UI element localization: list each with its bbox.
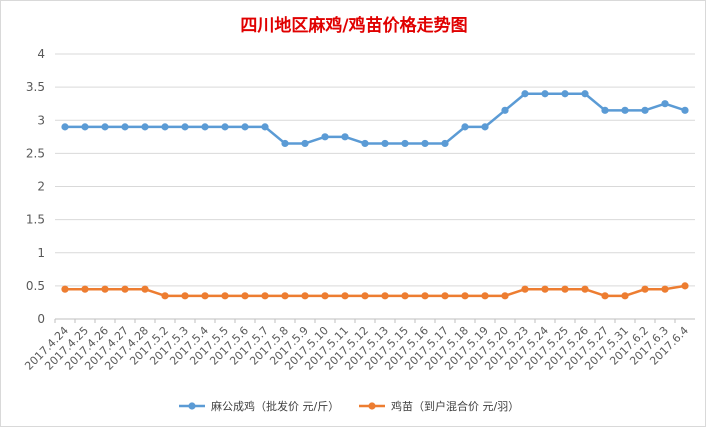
y-tick-label: 4 [37,47,45,61]
legend-marker-2 [368,402,376,410]
data-point [621,292,629,300]
data-point [421,292,429,300]
data-point [101,285,109,293]
legend-label-1: 麻公成鸡（批发价 元/斤） [211,399,339,413]
data-point [501,106,509,114]
data-point [481,123,489,131]
data-point [601,106,609,114]
data-point [421,139,429,148]
data-point [441,292,449,300]
data-point [181,292,189,300]
data-point [381,139,389,148]
x-axis-ticks: 2017.4.242017.4.252017.4.262017.4.272017… [22,324,691,373]
y-tick-label: 3 [37,113,45,127]
data-point [681,106,689,114]
data-point [261,123,269,131]
y-tick-label: 3.5 [26,80,45,94]
data-point [221,123,229,131]
y-tick-label: 2.5 [26,146,45,160]
data-point [461,292,469,300]
data-point [181,123,189,131]
data-point [261,292,269,300]
y-tick-label: 1.5 [26,213,45,227]
data-point [141,123,149,131]
data-point [581,90,589,98]
data-point [301,139,309,148]
data-point [441,139,449,148]
data-point [561,90,569,98]
data-point [281,292,289,300]
data-point [141,285,149,293]
data-point [121,123,129,131]
data-point [161,292,169,300]
y-tick-label: 2 [37,180,45,194]
data-point [481,292,489,300]
data-point [341,133,349,141]
data-point [361,292,369,300]
data-point [641,285,649,293]
data-point [401,139,409,148]
data-point [61,285,69,293]
data-point [521,90,529,98]
data-point [81,123,89,131]
data-point [501,292,509,300]
chart-title: 四川地区麻鸡/鸡苗价格走势图 [240,15,467,36]
data-point [201,292,209,300]
data-point [341,292,349,300]
data-point [321,133,329,141]
data-point [61,123,69,131]
data-point [381,292,389,300]
series-layer [61,90,689,300]
data-point [661,100,669,108]
data-point [81,285,89,293]
y-tick-label: 1 [37,246,45,260]
data-point [361,139,369,148]
data-point [221,292,229,300]
legend-marker-1 [188,402,196,410]
data-point [321,292,329,300]
y-tick-label: 0.5 [26,279,45,293]
data-point [521,285,529,293]
data-point [581,285,589,293]
data-point [541,90,549,98]
data-point [621,106,629,114]
y-axis-ticks: 0 0.5 1 1.5 2 2.5 3 3.5 4 [26,47,45,326]
data-point [661,285,669,293]
data-point [301,292,309,300]
series-line-1 [65,92,686,145]
data-point [561,285,569,293]
data-point [161,123,169,131]
data-point [241,292,249,300]
data-point [641,106,649,114]
gridlines [54,53,695,323]
y-tick-label: 0 [37,312,45,326]
series-line-2 [65,284,686,298]
data-point [101,123,109,131]
data-point [601,292,609,300]
data-point [281,139,289,148]
legend-label-2: 鸡苗（到户混合价 元/羽） [391,399,519,413]
data-point [401,292,409,300]
data-point [541,285,549,293]
data-point [121,285,129,293]
data-point [201,123,209,131]
data-point [241,123,249,131]
data-point [461,123,469,131]
data-point [681,282,689,290]
legend: 麻公成鸡（批发价 元/斤） 鸡苗（到户混合价 元/羽） [179,399,519,413]
